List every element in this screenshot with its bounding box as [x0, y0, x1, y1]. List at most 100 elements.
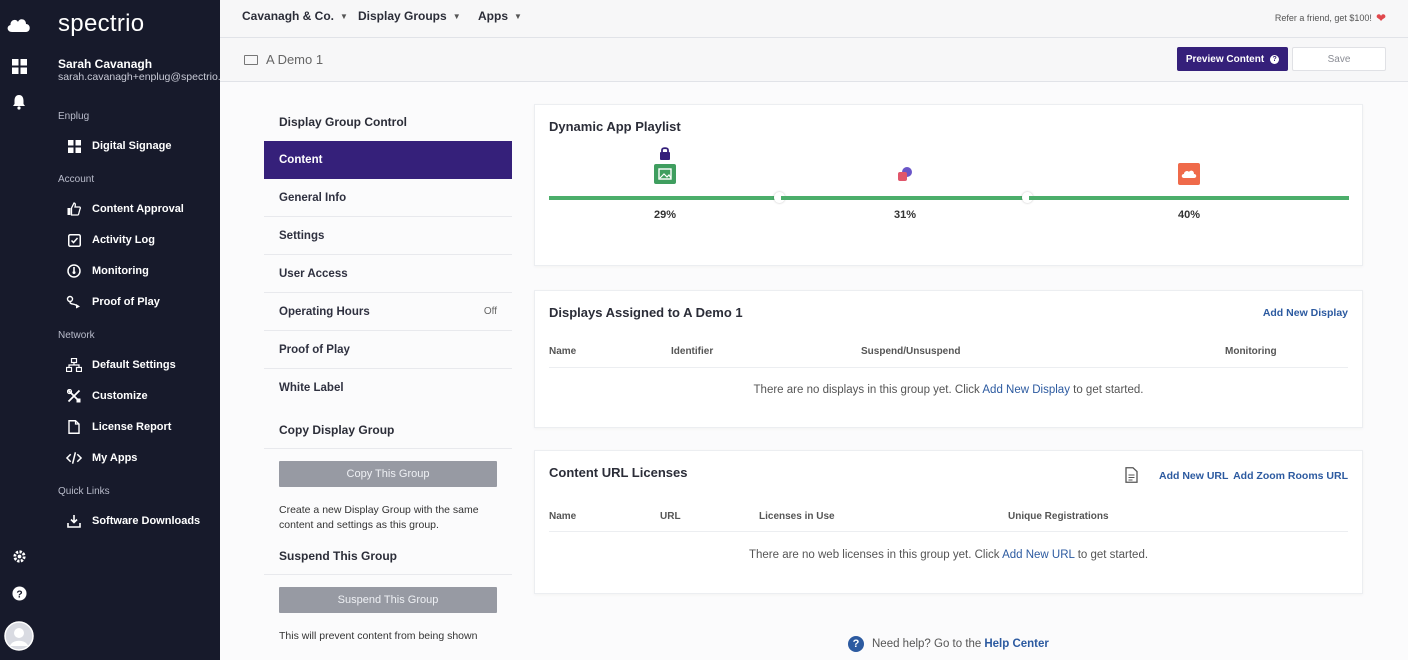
- menu-item-label: Settings: [279, 229, 325, 242]
- menu-item-user-access[interactable]: User Access: [264, 255, 512, 293]
- menu-item-label: General Info: [279, 191, 347, 204]
- download-icon: [66, 513, 82, 529]
- sidebar-item-label: Proof of Play: [92, 296, 160, 308]
- menu-item-proof-of-play[interactable]: Proof of Play: [264, 331, 512, 369]
- bell-icon[interactable]: [9, 92, 29, 112]
- playlist-segment-bar: [781, 196, 1025, 200]
- main-content: Display Group Control Content General In…: [220, 82, 1408, 660]
- sidebar-item-digital-signage[interactable]: Digital Signage: [66, 136, 216, 156]
- section-label-network: Network: [58, 330, 95, 341]
- help-footer: ? Need help? Go to the Help Center: [848, 636, 1049, 652]
- sidebar-item-label: License Report: [92, 421, 172, 433]
- apps-dropdown[interactable]: Apps ▼: [478, 9, 522, 23]
- icon-rail: ?: [0, 0, 38, 660]
- playlist-percent-label: 31%: [893, 209, 917, 221]
- help-center-link[interactable]: Help Center: [984, 638, 1049, 650]
- suspend-group-button[interactable]: Suspend This Group: [279, 587, 497, 613]
- preview-content-button[interactable]: Preview Content ?: [1177, 47, 1288, 71]
- menu-item-white-label[interactable]: White Label: [264, 369, 512, 407]
- sidebar-item-label: Software Downloads: [92, 515, 201, 527]
- avatar[interactable]: [4, 621, 34, 651]
- play-route-icon: [66, 294, 82, 310]
- playlist-divider-handle[interactable]: [1022, 192, 1033, 203]
- copy-group-button[interactable]: Copy This Group: [279, 461, 497, 487]
- playlist-segment-bar: [1029, 196, 1349, 200]
- settings-menu: Display Group Control Content General In…: [264, 102, 512, 644]
- cloud-app-icon[interactable]: [1178, 163, 1200, 185]
- sidebar: spectrio Sarah Cavanagh sarah.cavanagh+e…: [38, 0, 220, 660]
- playlist-percent-label: 29%: [653, 209, 677, 221]
- section-label-account: Account: [58, 174, 95, 185]
- social-app-icon[interactable]: [894, 163, 916, 185]
- display-groups-label: Display Groups: [358, 9, 447, 23]
- menu-item-content[interactable]: Content: [264, 141, 512, 179]
- svg-text:?: ?: [16, 589, 22, 600]
- add-new-display-inline-link[interactable]: Add New Display: [982, 384, 1070, 396]
- sidebar-item-my-apps[interactable]: My Apps: [66, 448, 216, 468]
- chevron-down-icon: ▼: [514, 11, 522, 21]
- brand-logo[interactable]: spectrio: [58, 10, 145, 37]
- tools-icon: [66, 388, 82, 404]
- dashboard-grid-icon[interactable]: [9, 56, 29, 76]
- divider: [549, 367, 1348, 368]
- menu-item-operating-hours[interactable]: Operating Hours Off: [264, 293, 512, 331]
- add-new-url-link[interactable]: Add New URL: [1159, 470, 1229, 482]
- add-new-display-link[interactable]: Add New Display: [1262, 307, 1348, 319]
- account-dropdown-label: Cavanagh & Co.: [242, 9, 335, 23]
- chevron-down-icon: ▼: [452, 11, 461, 21]
- menu-item-settings[interactable]: Settings: [264, 217, 512, 255]
- sidebar-item-content-approval[interactable]: Content Approval: [66, 199, 216, 219]
- column-header: Licenses in Use: [759, 511, 835, 522]
- network-icon: [66, 357, 82, 373]
- section-label-quick-links: Quick Links: [58, 486, 110, 497]
- empty-text: There are no displays in this group yet.…: [753, 384, 983, 396]
- sidebar-item-label: Activity Log: [92, 234, 155, 246]
- operating-hours-status: Off: [483, 306, 497, 317]
- monitor-icon: [244, 54, 258, 65]
- help-circle-icon[interactable]: ?: [9, 583, 29, 603]
- sidebar-item-monitoring[interactable]: Monitoring: [66, 261, 216, 281]
- empty-text: There are no web licenses in this group …: [748, 549, 1003, 561]
- add-new-url-inline-link[interactable]: Add New URL: [1002, 549, 1075, 561]
- cloud-logo-icon[interactable]: [6, 14, 32, 34]
- image-app-icon[interactable]: [654, 163, 676, 185]
- sidebar-item-software-downloads[interactable]: Software Downloads: [66, 511, 216, 531]
- menu-item-general-info[interactable]: General Info: [264, 179, 512, 217]
- licenses-card: Content URL Licenses Add New URL Add Zoo…: [534, 450, 1363, 594]
- menu-item-label: Proof of Play: [279, 343, 350, 356]
- section-label-enplug: Enplug: [58, 111, 90, 122]
- menu-item-label: User Access: [279, 267, 348, 280]
- column-header: Identifier: [671, 346, 714, 357]
- sidebar-item-proof-of-play[interactable]: Proof of Play: [66, 292, 216, 312]
- file-icon[interactable]: [1125, 467, 1138, 486]
- sidebar-item-default-settings[interactable]: Default Settings: [66, 355, 216, 375]
- playlist-percent-label: 40%: [1177, 209, 1201, 221]
- displays-card: Displays Assigned to A Demo 1 Add New Di…: [534, 290, 1363, 428]
- group-header: A Demo 1 Preview Content ? Save: [220, 38, 1408, 82]
- sidebar-item-label: Default Settings: [92, 359, 176, 371]
- add-zoom-rooms-url-link[interactable]: Add Zoom Rooms URL: [1233, 470, 1348, 482]
- suspend-group-title: Suspend This Group: [264, 533, 512, 575]
- help-text: Need help? Go to the: [872, 638, 982, 650]
- sidebar-item-license-report[interactable]: License Report: [66, 417, 216, 437]
- sidebar-item-label: Content Approval: [92, 203, 184, 215]
- sidebar-item-customize[interactable]: Customize: [66, 386, 216, 406]
- copy-group-title: Copy Display Group: [264, 407, 512, 449]
- column-header: Name: [549, 511, 577, 522]
- playlist-divider-handle[interactable]: [774, 192, 785, 203]
- gear-icon[interactable]: [9, 546, 29, 566]
- menu-item-label: Content: [279, 154, 323, 166]
- menu-heading: Display Group Control: [279, 115, 408, 129]
- playlist-card: Dynamic App Playlist 29% 31% 40%: [534, 104, 1363, 266]
- save-button[interactable]: Save: [1292, 47, 1386, 71]
- sidebar-item-label: Customize: [92, 390, 148, 402]
- suspend-group-description: This will prevent content from being sho…: [279, 630, 478, 642]
- sidebar-item-activity-log[interactable]: Activity Log: [66, 230, 216, 250]
- display-groups-dropdown[interactable]: Display Groups ▼: [358, 9, 461, 23]
- account-dropdown[interactable]: Cavanagh & Co. ▼: [242, 9, 348, 23]
- refer-link[interactable]: Refer a friend, get $100! ❤: [1275, 11, 1386, 25]
- refer-text: Refer a friend, get $100!: [1274, 13, 1372, 23]
- column-header: URL: [660, 511, 681, 522]
- menu-item-label: Operating Hours: [279, 305, 370, 318]
- empty-text: to get started.: [1069, 384, 1144, 396]
